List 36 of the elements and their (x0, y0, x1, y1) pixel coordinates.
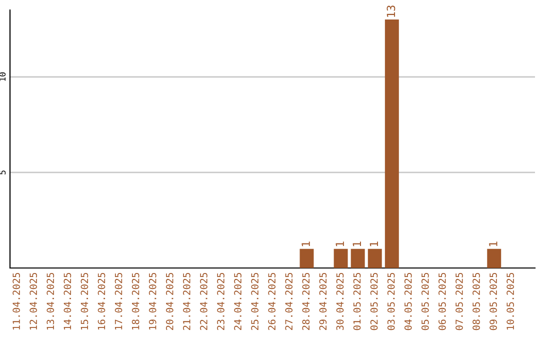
x-tick-label: 15.04.2025 (80, 272, 88, 330)
x-tick-label: 25.04.2025 (251, 272, 258, 330)
x-tick-label: 01.05.2025 (353, 272, 361, 330)
x-tick-label: 28.04.2025 (302, 272, 310, 330)
x-tick-label: 23.04.2025 (217, 272, 224, 330)
x-tick-label: 04.05.2025 (404, 272, 412, 330)
x-tick-label: 03.05.2025 (387, 272, 395, 330)
x-tick-label: 12.04.2025 (30, 272, 38, 330)
x-tick-label: 02.05.2025 (370, 272, 378, 330)
x-tick-label: 06.05.2025 (438, 272, 446, 330)
x-tick-label: 11.04.2025 (12, 272, 20, 330)
data-label: 13 (386, 6, 396, 17)
data-label: 1 (489, 242, 498, 246)
x-tick-label: 30.04.2025 (336, 272, 344, 330)
x-tick-label: 18.04.2025 (132, 272, 140, 330)
x-tick-label: 09.05.2025 (490, 272, 497, 330)
x-tick-label: 24.04.2025 (234, 272, 242, 330)
x-tick-label: 21.04.2025 (182, 272, 190, 330)
x-tick-label: 20.04.2025 (166, 272, 174, 330)
x-tick-label: 14.04.2025 (64, 272, 72, 330)
x-tick-label: 05.05.2025 (421, 272, 429, 330)
x-tick-label: 29.04.2025 (319, 272, 327, 330)
x-tick-label: 16.04.2025 (98, 272, 106, 330)
data-label: 1 (352, 242, 361, 246)
x-tick-label: 26.04.2025 (268, 272, 276, 330)
data-label: 1 (302, 242, 310, 246)
x-tick-label: 07.05.2025 (456, 272, 463, 330)
x-tick-label: 27.04.2025 (285, 272, 293, 330)
data-label: 1 (370, 242, 378, 246)
x-tick-label: 22.04.2025 (200, 272, 208, 330)
x-tick-label: 17.04.2025 (114, 272, 122, 330)
x-tick-label: 08.05.2025 (472, 272, 480, 330)
x-tick-label: 10.05.2025 (506, 272, 514, 330)
x-tick-label: 13.04.2025 (46, 272, 54, 330)
data-label: 1 (336, 242, 344, 246)
x-tick-label: 19.04.2025 (148, 272, 156, 330)
